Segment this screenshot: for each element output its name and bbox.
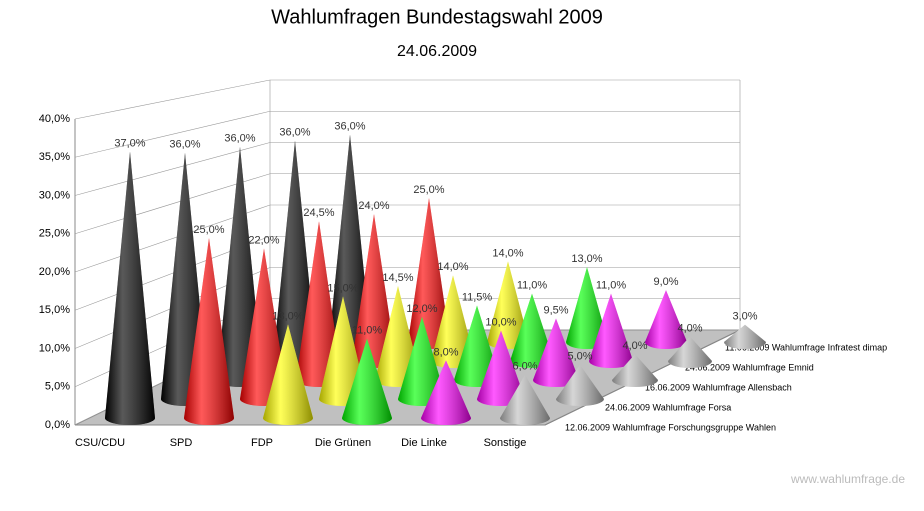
cone-shade	[342, 338, 392, 425]
cone-shade	[105, 151, 155, 425]
grid-line	[74, 79, 271, 120]
cone-shade	[510, 293, 554, 368]
value-label: 9,5%	[543, 304, 568, 316]
value-label: 24,5%	[303, 207, 334, 219]
value-label: 14,5%	[382, 272, 413, 284]
value-label: 13,0%	[272, 310, 303, 322]
watermark: www.wahlumfrage.de	[790, 472, 905, 486]
x-tick-label: Die Linke	[401, 437, 447, 449]
value-label: 14,0%	[437, 261, 468, 273]
value-label: 4,0%	[622, 340, 647, 352]
cone-shade	[263, 324, 313, 425]
value-label: 12,0%	[406, 303, 437, 315]
series-label: 24.06.2009 Wahlumfrage Forsa	[605, 402, 731, 412]
value-label: 25,0%	[193, 224, 224, 236]
cone-shade	[398, 316, 446, 406]
value-label: 15,0%	[327, 282, 358, 294]
value-label: 24,0%	[358, 200, 389, 212]
value-label: 36,0%	[334, 121, 365, 133]
x-tick-label: FDP	[251, 437, 273, 449]
series-label: 16.06.2009 Wahlumfrage Allensbach	[645, 382, 792, 392]
value-label: 11,0%	[517, 280, 548, 292]
value-label: 11,5%	[462, 291, 493, 303]
grid-line	[74, 110, 271, 158]
cone-shade	[421, 360, 471, 425]
value-label: 36,0%	[169, 139, 200, 151]
cone-shade	[352, 214, 396, 368]
cone-shade	[645, 290, 687, 349]
value-label: 4,0%	[677, 322, 702, 334]
cone-shade	[431, 275, 475, 368]
y-tick-label: 35,0%	[39, 151, 70, 163]
y-tick-label: 20,0%	[39, 266, 70, 278]
series-label: 11.06.2009 Wahlumfrage Infratest dimap	[725, 342, 887, 352]
cone-shade	[533, 318, 579, 387]
y-tick-label: 5,0%	[45, 381, 70, 393]
cone-shade	[329, 134, 371, 349]
value-label: 6,0%	[512, 361, 537, 373]
x-tick-label: Sonstige	[484, 437, 527, 449]
grid-line	[74, 142, 271, 196]
cone-shade	[668, 336, 712, 368]
value-label: 11,0%	[596, 280, 627, 292]
value-label: 14,0%	[492, 247, 523, 259]
value-label: 25,0%	[413, 184, 444, 196]
cone-shade	[724, 324, 766, 349]
y-tick-label: 0,0%	[45, 419, 70, 431]
y-tick-label: 40,0%	[39, 113, 70, 125]
cone-shade	[500, 374, 550, 425]
cone-shade	[477, 330, 525, 406]
value-label: 8,0%	[433, 346, 458, 358]
cone-shade	[296, 221, 342, 387]
x-tick-label: CSU/CDU	[75, 437, 125, 449]
value-label: 37,0%	[114, 138, 145, 150]
cone-shade	[408, 198, 450, 349]
cone-shade	[556, 364, 604, 406]
chart-subtitle: 24.06.2009	[397, 43, 477, 60]
value-label: 5,0%	[567, 351, 592, 363]
cone-shade	[184, 238, 234, 425]
cone-shade	[589, 293, 633, 368]
value-label: 3,0%	[732, 311, 757, 323]
value-label: 10,0%	[485, 317, 516, 329]
y-tick-label: 15,0%	[39, 304, 70, 316]
value-label: 11,0%	[352, 325, 383, 337]
value-label: 22,0%	[248, 234, 279, 246]
chart-title: Wahlumfragen Bundestagswahl 2009	[271, 6, 603, 28]
value-label: 13,0%	[571, 253, 602, 265]
value-label: 9,0%	[653, 276, 678, 288]
cone-shade	[240, 248, 288, 406]
cone-shade	[566, 267, 608, 349]
x-tick-label: SPD	[170, 437, 193, 449]
cone-shade	[487, 261, 529, 349]
y-tick-label: 30,0%	[39, 189, 70, 201]
y-tick-label: 10,0%	[39, 342, 70, 354]
value-label: 36,0%	[224, 133, 255, 145]
series-label: 12.06.2009 Wahlumfrage Forschungsgruppe …	[565, 422, 776, 432]
series-label: 24.06.2009 Wahlumfrage Emnid	[685, 362, 814, 372]
x-tick-label: Die Grünen	[315, 437, 371, 449]
value-label: 36,0%	[279, 127, 310, 139]
y-tick-label: 25,0%	[39, 228, 70, 240]
cone-shade	[612, 354, 658, 387]
